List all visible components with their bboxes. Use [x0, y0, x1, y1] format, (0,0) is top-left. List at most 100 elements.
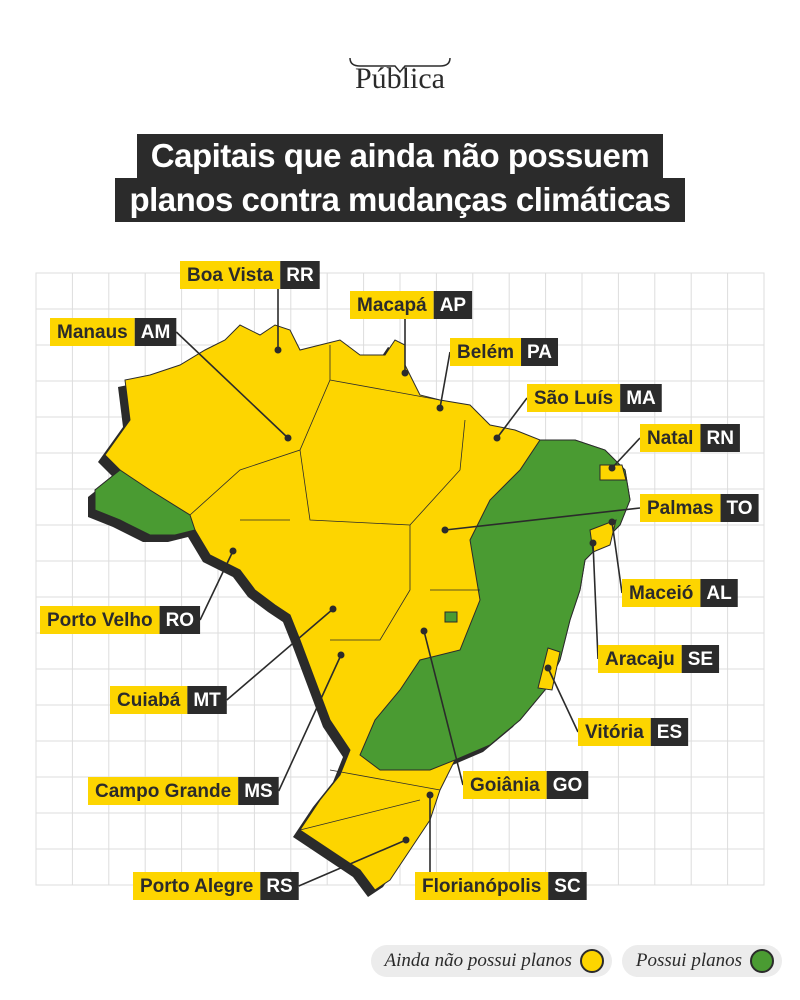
state-code: MS — [244, 781, 273, 802]
map-green-acre — [94, 469, 196, 536]
city-name: Vitória — [585, 722, 644, 743]
state-box — [720, 494, 759, 522]
leader-line — [611, 521, 623, 594]
capital-label: Natal RN — [608, 424, 740, 472]
state-box — [187, 686, 227, 714]
state-box — [681, 645, 720, 673]
state-code: SE — [688, 649, 713, 670]
state-box — [700, 424, 740, 452]
city-box — [640, 494, 721, 522]
state-box — [134, 318, 177, 346]
state-code: SC — [554, 876, 581, 897]
city-name: Maceió — [629, 583, 693, 604]
legend-label: Ainda não possui planos — [384, 950, 572, 971]
legend-item: Ainda não possui planos — [370, 945, 612, 977]
city-box — [622, 579, 701, 607]
state-box — [159, 606, 201, 634]
state-code: RR — [286, 265, 314, 286]
state-box — [280, 261, 320, 289]
capital-label: Boa Vista RR — [180, 261, 320, 354]
leader-line — [496, 397, 528, 439]
legend-swatch — [579, 949, 604, 973]
state-code: AL — [706, 583, 732, 604]
city-name: Belém — [457, 342, 514, 363]
state-borders — [189, 345, 480, 831]
capital-label: Maceió AL — [608, 518, 738, 607]
city-box — [527, 384, 621, 412]
state-box — [260, 872, 299, 900]
legend-item: Possui planos — [621, 945, 782, 977]
leader-line — [277, 654, 342, 792]
logo: Pública — [355, 62, 445, 95]
capital-label: Florianópolis SC — [415, 791, 587, 900]
state-code: ES — [657, 722, 682, 743]
city-name: Goiânia — [470, 775, 540, 796]
capital-label: Aracaju SE — [589, 539, 720, 673]
state-box — [700, 579, 738, 607]
city-name: Cuiabá — [117, 690, 181, 711]
capital-label: Porto Velho RO — [40, 547, 237, 634]
state-box — [521, 338, 559, 366]
capital-label: Manaus AM — [50, 318, 292, 442]
state-code: TO — [727, 498, 753, 519]
leader-line — [444, 507, 641, 531]
city-box — [110, 686, 188, 714]
capital-dot — [274, 346, 282, 354]
leader-line — [199, 550, 234, 621]
state-code: MT — [193, 690, 221, 711]
city-box — [598, 645, 682, 673]
city-name: São Luís — [534, 388, 613, 409]
leader-line — [298, 839, 407, 887]
state-code: AM — [141, 322, 171, 343]
city-box — [463, 771, 547, 799]
state-box — [546, 771, 589, 799]
capital-dot — [420, 627, 428, 635]
leader-line — [423, 630, 464, 786]
state-code: PA — [527, 342, 552, 363]
legend-swatch — [750, 949, 774, 973]
city-name: Porto Alegre — [140, 876, 253, 897]
capital-dot — [229, 547, 237, 555]
city-name: Manaus — [57, 322, 128, 343]
leader-line — [226, 608, 334, 701]
state-code: MA — [626, 388, 656, 409]
capital-label: Vitória ES — [544, 664, 689, 746]
city-box — [415, 872, 549, 900]
state-box — [548, 872, 587, 900]
city-box — [350, 291, 434, 319]
title: Capitais que ainda não possuem planos co… — [0, 134, 800, 222]
state-box — [650, 718, 689, 746]
legend: Ainda não possui planos Possui planos — [370, 945, 782, 977]
state-code: GO — [553, 775, 583, 796]
city-name: Porto Velho — [47, 610, 153, 631]
city-box — [640, 424, 701, 452]
capital-label: Macapá AP — [350, 291, 473, 377]
city-name: Palmas — [647, 498, 714, 519]
city-box — [40, 606, 160, 634]
city-name: Natal — [647, 428, 693, 449]
city-name: Aracaju — [605, 649, 675, 670]
leader-line — [592, 542, 599, 660]
capital-label: Porto Alegre RS — [133, 836, 410, 900]
state-code: RO — [166, 610, 195, 631]
title-line: Capitais que ainda não possuem — [136, 134, 664, 178]
capital-dot — [329, 605, 337, 613]
capital-dot — [337, 651, 345, 659]
city-box — [133, 872, 261, 900]
leader-line — [547, 667, 579, 733]
legend-label: Possui planos — [635, 950, 742, 971]
capital-dot — [401, 369, 409, 377]
state-box — [238, 777, 279, 805]
title-line: planos contra mudanças climáticas — [115, 178, 685, 222]
city-box — [50, 318, 135, 346]
city-box — [578, 718, 651, 746]
city-name: Campo Grande — [95, 781, 231, 802]
logo-bracket — [349, 57, 451, 74]
city-name: Boa Vista — [187, 265, 274, 286]
leader-line — [439, 351, 451, 409]
capital-dot — [402, 836, 410, 844]
capital-dot — [589, 539, 597, 547]
labels: Boa Vista RR Macapá AP Manaus AM Belém PA São Lu… — [40, 261, 759, 900]
